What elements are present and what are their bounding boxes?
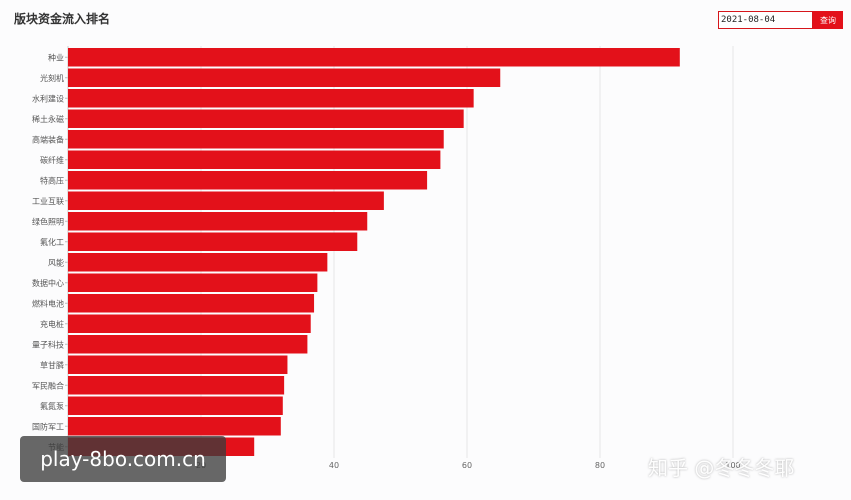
date-input[interactable] bbox=[718, 11, 813, 29]
category-label: 氟氮泵 bbox=[40, 401, 64, 411]
bar[interactable] bbox=[68, 273, 318, 293]
grid-lines bbox=[65, 46, 734, 458]
x-tick-label: 40 bbox=[329, 461, 339, 470]
bar[interactable] bbox=[68, 335, 308, 354]
bar[interactable] bbox=[68, 150, 441, 170]
category-label: 量子科技 bbox=[32, 339, 64, 349]
url-watermark: play-8bo.com.cn bbox=[20, 436, 226, 482]
category-label: 数据中心 bbox=[32, 278, 64, 288]
x-tick-label: 60 bbox=[462, 461, 472, 470]
x-tick-label: 100 bbox=[725, 461, 740, 470]
bar[interactable] bbox=[68, 109, 464, 129]
query-button[interactable]: 查询 bbox=[813, 11, 843, 29]
bar[interactable] bbox=[68, 396, 283, 416]
bars bbox=[68, 48, 680, 456]
bar[interactable] bbox=[68, 314, 311, 334]
category-label: 碳纤维 bbox=[40, 155, 64, 165]
bar[interactable] bbox=[68, 130, 444, 149]
bar[interactable] bbox=[68, 253, 328, 272]
bar[interactable] bbox=[68, 294, 315, 313]
bar[interactable] bbox=[68, 191, 384, 211]
category-label: 高端装备 bbox=[32, 134, 64, 144]
category-label: 氟化工 bbox=[40, 237, 64, 247]
bar[interactable] bbox=[68, 232, 358, 252]
category-label: 国防军工 bbox=[32, 421, 64, 431]
category-label: 绿色照明 bbox=[32, 216, 64, 226]
category-label: 光刻机 bbox=[40, 73, 64, 83]
category-labels: 种业光刻机水利建设稀土永磁高端装备碳纤维特高压工业互联绿色照明氟化工风能数据中心… bbox=[32, 52, 64, 452]
category-label: 水利建设 bbox=[32, 93, 64, 103]
category-label: 军民融合 bbox=[32, 380, 64, 390]
category-label: 种业 bbox=[48, 52, 64, 62]
zhihu-watermark: 知乎 @冬冬冬耶 bbox=[648, 456, 795, 480]
page-title: 版块资金流入排名 bbox=[14, 12, 111, 26]
x-tick-label: 80 bbox=[595, 461, 605, 470]
category-label: 稀土永磁 bbox=[32, 114, 64, 124]
category-label: 燃料电池 bbox=[32, 298, 64, 308]
bar[interactable] bbox=[68, 212, 368, 231]
bar[interactable] bbox=[68, 376, 285, 395]
bar[interactable] bbox=[68, 355, 288, 375]
category-label: 工业互联 bbox=[32, 196, 64, 206]
bar[interactable] bbox=[68, 68, 501, 88]
category-label: 充电桩 bbox=[40, 319, 64, 329]
bar[interactable] bbox=[68, 89, 474, 108]
category-label: 草甘膦 bbox=[40, 360, 64, 370]
bar[interactable] bbox=[68, 48, 680, 67]
category-label: 特高压 bbox=[40, 175, 64, 185]
category-label: 风能 bbox=[48, 257, 64, 267]
bar[interactable] bbox=[68, 417, 281, 436]
bar[interactable] bbox=[68, 171, 428, 190]
